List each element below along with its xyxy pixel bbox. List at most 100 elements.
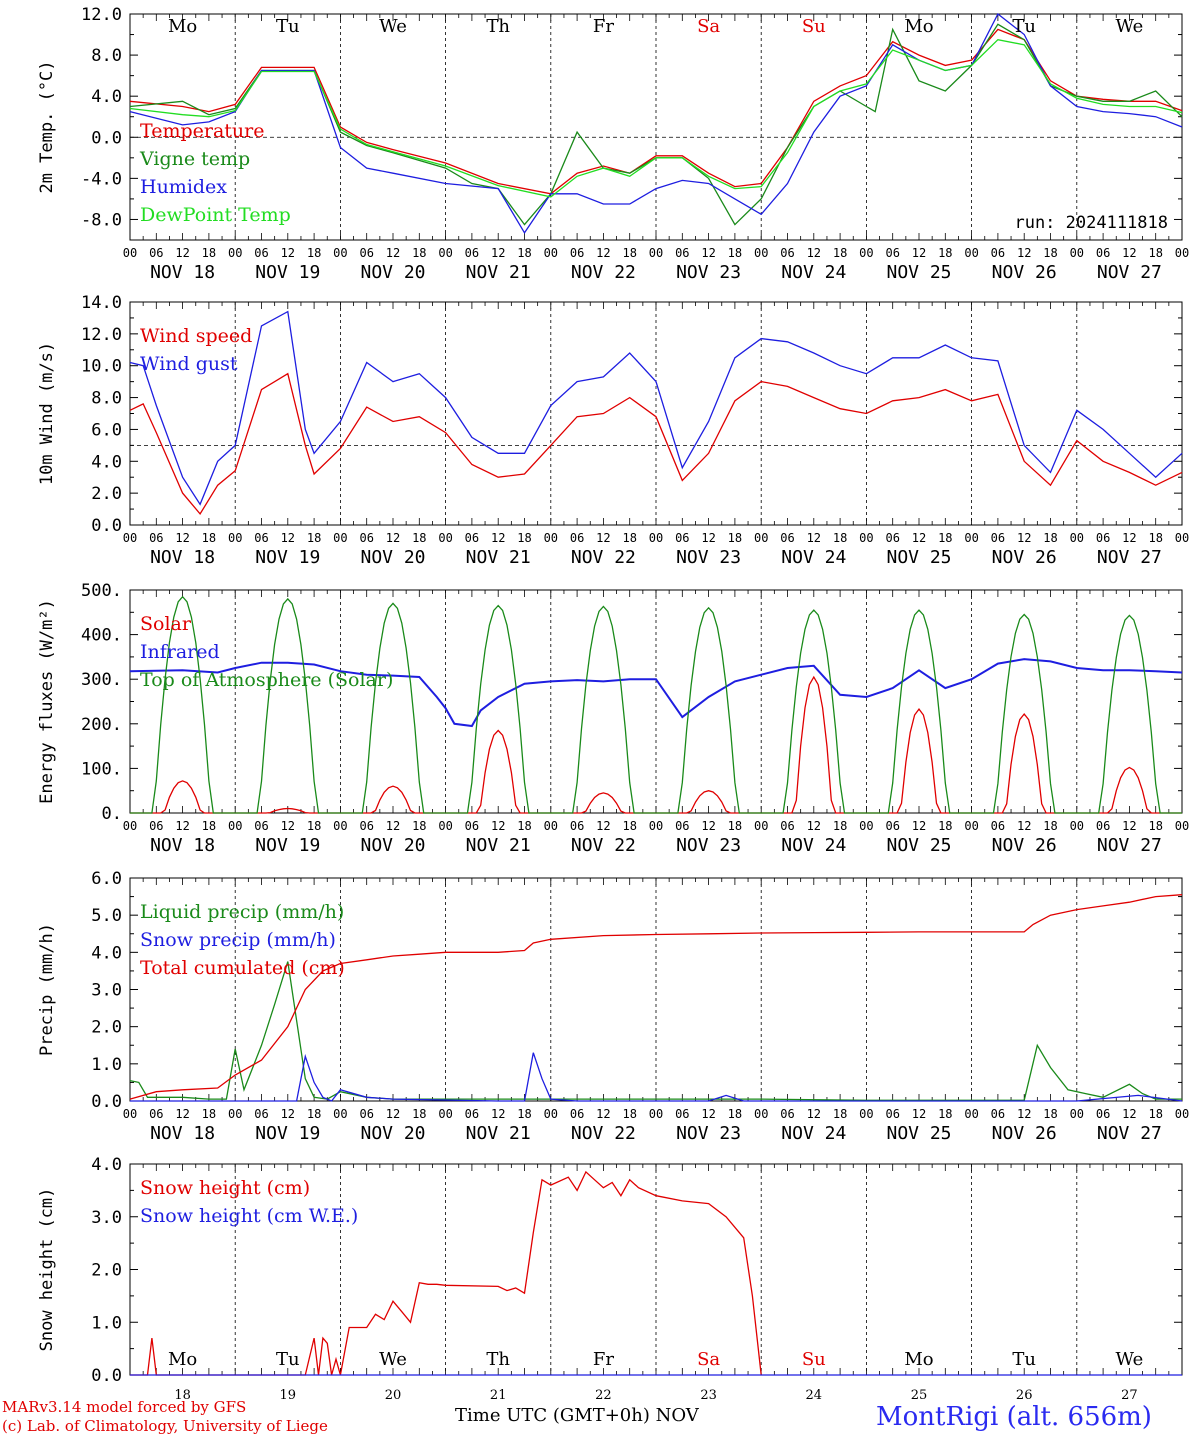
hour-tick-label: 12 (1122, 1107, 1136, 1121)
hour-tick-label: 00 (123, 1107, 137, 1121)
hour-tick-label: 06 (359, 1107, 373, 1121)
hour-tick-label: 18 (1043, 531, 1057, 545)
day-label: NOV 22 (571, 547, 636, 568)
hour-tick-label: 06 (780, 246, 794, 260)
y-tick-label: 400. (81, 626, 122, 646)
weekday-label: Fr (593, 16, 614, 37)
hour-tick-label: 18 (1148, 819, 1162, 833)
hour-tick-label: 06 (149, 1107, 163, 1121)
hour-tick-label: 12 (281, 1107, 295, 1121)
day-label: 18 (174, 1388, 191, 1400)
y-tick-label: 4.0 (91, 87, 122, 107)
time-axis-title: Time UTC (GMT+0h) NOV (455, 1405, 699, 1426)
legend-entry: Solar (140, 613, 192, 635)
hour-tick-label: 12 (491, 819, 505, 833)
day-label: NOV 22 (571, 262, 636, 283)
hour-tick-label: 00 (544, 819, 558, 833)
legend-entry: Wind gust (140, 353, 238, 375)
hour-tick-label: 12 (912, 819, 926, 833)
hour-tick-label: 18 (202, 1107, 216, 1121)
hour-tick-label: 18 (517, 819, 531, 833)
day-label: 26 (1016, 1388, 1033, 1400)
hour-tick-label: 12 (807, 819, 821, 833)
y-axis-label: 2m Temp. (°C) (37, 60, 57, 193)
weekday-label: We (379, 1349, 407, 1370)
hour-tick-label: 12 (807, 531, 821, 545)
day-label: NOV 25 (886, 835, 951, 856)
legend-entry: Infrared (140, 641, 220, 663)
hour-tick-label: 06 (991, 1107, 1005, 1121)
day-label: NOV 25 (886, 547, 951, 568)
weekday-label: Su (802, 1349, 826, 1370)
hour-tick-label: 00 (859, 1107, 873, 1121)
day-label: 25 (911, 1388, 928, 1400)
series-line-top-of-atmosphere-solar- (130, 595, 1182, 814)
hour-tick-label: 12 (701, 1107, 715, 1121)
hour-tick-label: 06 (149, 819, 163, 833)
legend-entry: Snow precip (mm/h) (140, 929, 336, 951)
series-line-solar (130, 675, 1182, 814)
hour-tick-label: 12 (491, 531, 505, 545)
y-tick-label: 10.0 (81, 357, 122, 377)
hour-tick-label: 00 (859, 819, 873, 833)
legend-entry: Humidex (140, 176, 227, 198)
y-axis-label: 10m Wind (m/s) (37, 342, 57, 485)
hour-tick-label: 12 (491, 1107, 505, 1121)
y-tick-label: -8.0 (81, 210, 122, 230)
day-label: NOV 18 (150, 262, 215, 283)
weekday-label: We (379, 16, 407, 37)
day-label: NOV 25 (886, 262, 951, 283)
day-label: NOV 20 (360, 547, 425, 568)
hour-tick-label: 12 (807, 1107, 821, 1121)
model-line: MARv3.14 model forced by GFS (2, 1398, 247, 1416)
series-line-infrared (129, 658, 1183, 728)
hour-tick-label: 00 (333, 246, 347, 260)
hour-tick-label: 12 (386, 531, 400, 545)
hour-tick-label: 06 (570, 819, 584, 833)
hour-tick-label: 12 (701, 531, 715, 545)
hour-tick-label: 12 (1017, 1107, 1031, 1121)
day-label: NOV 21 (466, 835, 531, 856)
plot-frame (129, 589, 1183, 814)
y-tick-label: 300. (81, 670, 122, 690)
hour-tick-label: 12 (386, 819, 400, 833)
hour-tick-label: 00 (1070, 1107, 1084, 1121)
day-label: NOV 26 (992, 547, 1057, 568)
hour-tick-label: 18 (938, 246, 952, 260)
copyright-line: (c) Lab. of Climatology, University of L… (2, 1417, 328, 1435)
weekday-label: Mo (168, 16, 197, 37)
time-label: Time UTC (GMT+0h) (455, 1405, 650, 1426)
hour-tick-label: 00 (333, 819, 347, 833)
legend-entry: Total cumulated (cm) (140, 957, 345, 979)
plot-frame (129, 301, 1183, 526)
y-tick-label: 0.0 (91, 1366, 122, 1386)
y-tick-label: 2.0 (91, 1261, 122, 1281)
hour-tick-label: 00 (123, 246, 137, 260)
weekday-label: Sa (697, 16, 720, 37)
weekday-label: Sa (697, 1349, 720, 1370)
panel-3 (129, 589, 1183, 814)
hour-tick-label: 06 (254, 246, 268, 260)
hour-tick-label: 00 (754, 246, 768, 260)
y-tick-label: 1.0 (91, 1313, 122, 1333)
hour-tick-label: 06 (780, 1107, 794, 1121)
day-label: 24 (806, 1388, 823, 1400)
hour-tick-label: 06 (780, 819, 794, 833)
hour-tick-label: 00 (544, 246, 558, 260)
hour-tick-label: 12 (1122, 819, 1136, 833)
y-tick-label: -4.0 (81, 169, 122, 189)
hour-tick-label: 06 (570, 1107, 584, 1121)
hour-tick-label: 18 (202, 246, 216, 260)
hour-tick-label: 18 (728, 819, 742, 833)
day-label: NOV 21 (466, 262, 531, 283)
hour-tick-label: 12 (807, 246, 821, 260)
hour-tick-label: 00 (649, 246, 663, 260)
day-label: NOV 25 (886, 1123, 951, 1144)
hour-tick-label: 06 (991, 819, 1005, 833)
hour-tick-label: 18 (517, 1107, 531, 1121)
hour-tick-label: 06 (1096, 819, 1110, 833)
day-label: 22 (595, 1388, 612, 1400)
legend-entry: Temperature (140, 120, 264, 142)
day-label: 20 (385, 1388, 402, 1400)
y-tick-label: 0.0 (91, 128, 122, 148)
